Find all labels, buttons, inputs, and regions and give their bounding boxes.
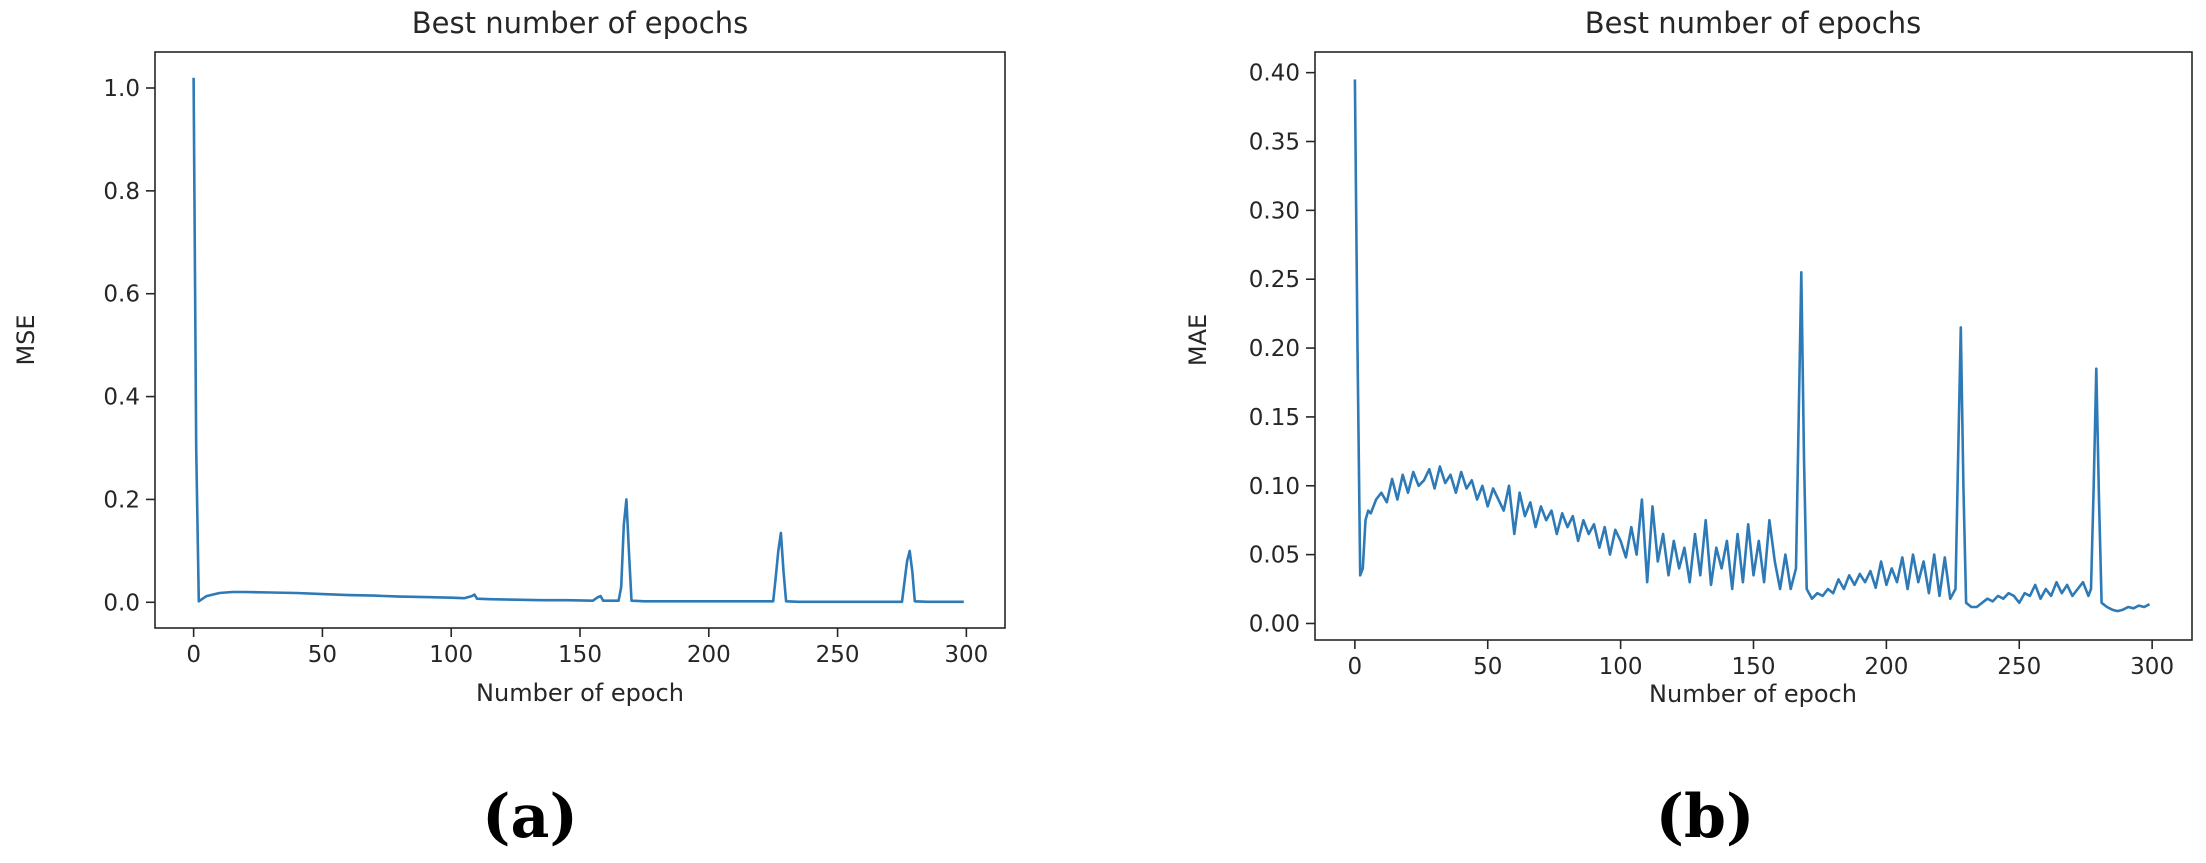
x-tick-label: 150	[1732, 654, 1776, 680]
chart-title: Best number of epochs	[1585, 6, 1921, 40]
panel-label: (a)	[482, 782, 578, 852]
y-tick-label: 0.00	[1249, 611, 1300, 637]
x-tick-label: 200	[1864, 654, 1908, 680]
y-tick-label: 0.35	[1249, 130, 1300, 156]
x-tick-label: 50	[308, 642, 337, 668]
chart-title: Best number of epochs	[412, 6, 748, 40]
axis-ticks: 0 50 100 150 200 250 300 0.0 0.2 0.4 0.6 0.8 1.0	[103, 76, 988, 668]
y-tick-label: 0.2	[103, 487, 140, 513]
x-axis-label: Number of epoch	[476, 679, 684, 707]
y-axis-label: MAE	[1184, 314, 1212, 366]
x-tick-label: 200	[687, 642, 731, 668]
plot-frame	[1314, 51, 2193, 641]
mse-series-line	[192, 77, 964, 604]
x-tick-label: 300	[2130, 654, 2174, 680]
y-tick-label: 0.25	[1249, 267, 1300, 293]
y-tick-label: 0.8	[103, 179, 140, 205]
y-tick-label: 0.20	[1249, 336, 1300, 362]
plot-frame	[154, 51, 1006, 629]
y-tick-label: 0.4	[103, 385, 140, 411]
x-tick-label: 250	[1997, 654, 2041, 680]
x-tick-label: 250	[816, 642, 860, 668]
y-axis-label: MSE	[12, 314, 40, 365]
x-tick-label: 0	[186, 642, 201, 668]
panel-label: (b)	[1656, 782, 1755, 852]
x-tick-label: 50	[1473, 654, 1502, 680]
chart-panel-a: Best number of epochs 0 50 100 150 200 250 300…	[12, 6, 1006, 852]
chart-panel-b: Best number of epochs 0 50 100 150 200 250 300…	[1184, 6, 2193, 852]
y-tick-label: 0.05	[1249, 543, 1300, 569]
y-tick-label: 0.40	[1249, 61, 1300, 87]
y-tick-label: 0.10	[1249, 474, 1300, 500]
x-tick-label: 100	[429, 642, 473, 668]
axis-ticks: 0 50 100 150 200 250 300 0.00 0.05 0.10 0.15 0.20 0.…	[1249, 61, 2174, 680]
y-tick-label: 0.30	[1249, 198, 1300, 224]
y-tick-label: 1.0	[103, 76, 140, 102]
y-tick-label: 0.0	[103, 590, 140, 616]
y-tick-label: 0.15	[1249, 405, 1300, 431]
x-tick-label: 300	[944, 642, 988, 668]
y-tick-label: 0.6	[103, 282, 140, 308]
x-tick-label: 0	[1348, 654, 1363, 680]
x-tick-label: 150	[558, 642, 602, 668]
mae-series-line	[1353, 79, 2151, 613]
x-axis-label: Number of epoch	[1649, 680, 1857, 708]
x-tick-label: 100	[1599, 654, 1643, 680]
